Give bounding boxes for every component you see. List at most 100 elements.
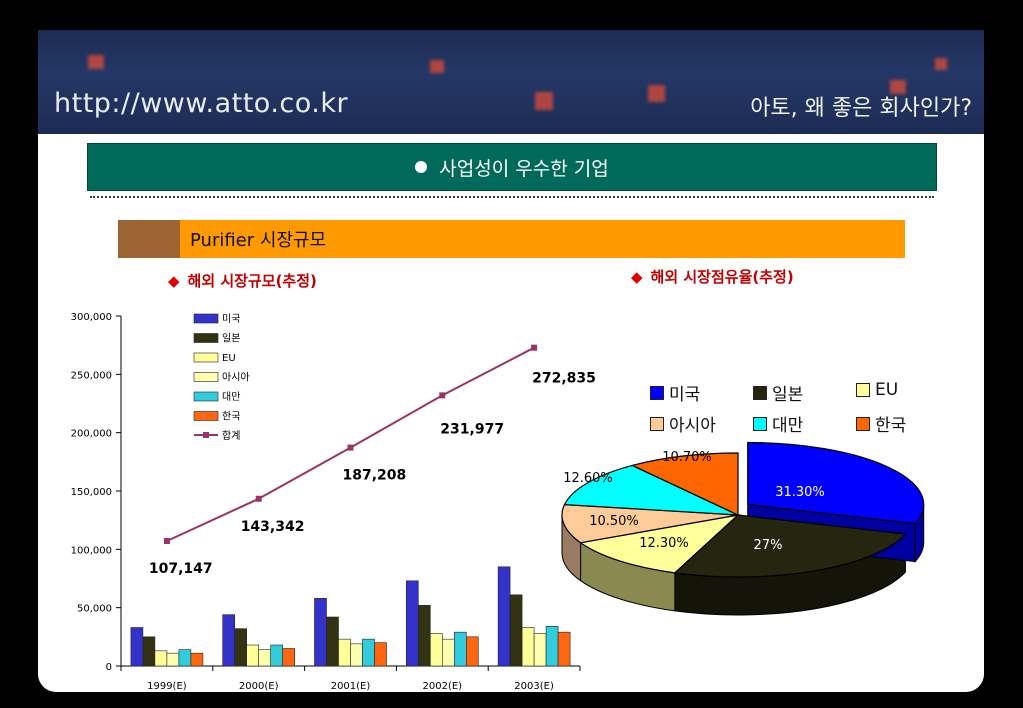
legend-label: 미국	[222, 313, 240, 325]
total-point	[531, 344, 538, 351]
bar-한국	[465, 636, 479, 667]
bar-미국	[405, 580, 419, 667]
bullet-icon	[415, 161, 428, 173]
pie-chart-title-text: 해외 시장점유율(추정)	[650, 268, 794, 286]
pie-legend-item: 대만	[753, 411, 803, 436]
decor-speck	[88, 55, 104, 69]
legend-swatch	[193, 411, 219, 421]
legend-label: EU	[875, 380, 899, 400]
bar-미국	[222, 614, 235, 667]
dotted-divider	[90, 196, 934, 198]
header-tagline: 아토, 왜 좋은 회사인가?	[750, 96, 972, 121]
bar-EU	[154, 650, 168, 667]
y-tick-label: 200,000	[71, 429, 112, 440]
pie-chart-title: ◆ 해외 시장점유율(추정)	[631, 266, 794, 287]
bar-일본	[417, 605, 431, 667]
pie-legend-item: EU	[856, 380, 898, 400]
legend-label: 합계	[222, 430, 240, 442]
bar-일본	[509, 594, 523, 667]
diamond-icon: ◆	[631, 268, 643, 286]
total-point	[255, 495, 262, 502]
total-point	[347, 444, 354, 451]
bar-한국	[374, 642, 387, 667]
bar-한국	[557, 631, 571, 667]
site-url[interactable]: http://www.atto.co.kr	[54, 88, 349, 119]
section-title: 사업성이 우수한 기업	[439, 157, 609, 180]
legend-swatch	[856, 416, 870, 431]
legend-swatch	[193, 313, 219, 324]
decor-speck	[935, 58, 947, 70]
y-tick-label: 150,000	[71, 487, 112, 498]
legend-label: 일본	[772, 385, 804, 405]
legend-label: 일본	[222, 333, 240, 345]
legend-label: 한국	[875, 416, 907, 436]
legend-swatch	[193, 391, 219, 402]
subtitle-text: Purifier 시장규모	[190, 230, 327, 251]
header-banner: http://www.atto.co.kr 아토, 왜 좋은 회사인가?	[38, 30, 984, 134]
subtitle-accent	[118, 220, 180, 258]
legend-label: EU	[222, 353, 236, 364]
diamond-icon: ◆	[168, 272, 180, 290]
decor-speck	[890, 80, 906, 94]
decor-speck	[535, 92, 553, 110]
bar-미국	[497, 566, 511, 667]
legend-swatch	[193, 333, 219, 343]
total-value-label: 231,977	[440, 421, 504, 437]
decor-speck	[648, 85, 665, 102]
bar-대만	[178, 649, 192, 667]
legend-swatch	[753, 416, 767, 431]
bar-대만	[362, 638, 375, 667]
bar-대만	[545, 626, 559, 667]
legend-label: 대만	[772, 416, 804, 436]
bar-EU	[246, 644, 259, 667]
legend-label: 대만	[222, 391, 240, 403]
bar-미국	[314, 598, 327, 667]
legend-label: 한국	[222, 411, 240, 423]
legend-line-marker	[203, 432, 209, 438]
x-tick-label: 1999(E)	[147, 681, 187, 692]
bar-아시아	[441, 638, 455, 667]
bar-EU	[521, 627, 535, 667]
total-point	[439, 392, 446, 399]
bar-EU	[429, 633, 443, 667]
subtitle-bar: Purifier 시장규모	[118, 220, 905, 258]
total-value-label: 187,208	[343, 468, 407, 484]
legend-swatch	[193, 352, 219, 363]
pie-legend-item: 일본	[753, 380, 803, 405]
x-tick-label: 2003(E)	[514, 681, 554, 692]
pie-legend-item: 미국	[650, 380, 700, 405]
bar-아시아	[350, 643, 363, 667]
legend-swatch	[650, 385, 664, 400]
legend-swatch	[650, 416, 664, 431]
x-tick-label: 2001(E)	[331, 681, 371, 692]
legend-swatch	[856, 383, 870, 397]
legend-label: 아시아	[669, 416, 716, 436]
total-value-label: 272,835	[532, 371, 596, 387]
bar-미국	[130, 627, 144, 667]
total-value-label: 107,147	[149, 561, 213, 577]
bar-아시아	[533, 633, 547, 667]
y-tick-label: 100,000	[71, 545, 112, 556]
bar-일본	[234, 628, 247, 667]
legend-label: 미국	[669, 385, 701, 405]
bar-chart-title: ◆ 해외 시장규모(추정)	[168, 270, 317, 291]
bar-한국	[190, 652, 204, 667]
y-tick-label: 0	[106, 662, 112, 673]
legend-swatch	[193, 372, 219, 382]
decor-speck	[430, 60, 444, 73]
legend-label: 아시아	[222, 372, 250, 384]
y-tick-label: 50,000	[77, 604, 112, 615]
bar-아시아	[258, 649, 272, 667]
bar-일본	[326, 616, 339, 667]
pie-legend-item: 아시아	[650, 411, 716, 436]
total-value-label: 143,342	[241, 519, 305, 535]
legend-swatch	[753, 385, 767, 400]
section-title-bar: 사업성이 우수한 기업	[87, 143, 937, 191]
total-point	[163, 537, 170, 544]
y-tick-label: 250,000	[71, 370, 112, 381]
x-tick-label: 2000(E)	[239, 681, 279, 692]
pie-legend-item: 한국	[856, 411, 906, 436]
bar-한국	[282, 648, 296, 667]
bar-EU	[338, 638, 351, 667]
